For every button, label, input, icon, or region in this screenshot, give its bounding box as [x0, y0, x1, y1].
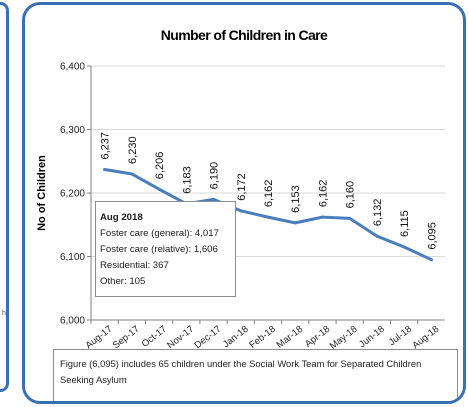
- y-tick-label: 6,300: [60, 125, 85, 136]
- x-tick-label: May-18: [328, 324, 360, 352]
- data-point: [348, 216, 352, 220]
- data-point: [375, 234, 379, 238]
- x-tick-label: Jul-18: [387, 324, 414, 349]
- chart-card: 6,000 6,100 6,200 6,300 6,400 No of Children A…: [22, 2, 466, 404]
- data-point: [157, 187, 161, 191]
- breakdown-title: Aug 2018: [100, 212, 143, 223]
- data-label: 6,153: [290, 185, 302, 213]
- left-panel-fragment: [0, 2, 9, 392]
- data-point: [402, 245, 406, 249]
- x-tick-label: Oct-17: [140, 324, 169, 350]
- data-label: 6,183: [181, 166, 193, 194]
- data-label: 6,190: [209, 162, 221, 190]
- left-panel-text: h: [2, 310, 6, 317]
- data-label: 6,115: [399, 210, 411, 237]
- footnote: Figure (6,095) includes 65 children unde…: [53, 349, 458, 401]
- data-label: 6,206: [154, 152, 166, 180]
- breakdown-item: Foster care (general): 4,017: [100, 228, 219, 239]
- data-point: [103, 168, 107, 172]
- data-point: [429, 258, 433, 262]
- data-point: [320, 215, 324, 219]
- x-tick-label: Feb-18: [247, 324, 277, 351]
- breakdown-box: Aug 2018 Foster care (general): 4,017 Fo…: [95, 201, 236, 297]
- data-label: 6,160: [345, 181, 357, 209]
- x-tick-label: Apr-18: [303, 324, 332, 350]
- data-label: 6,162: [317, 180, 329, 208]
- y-tick-label: 6,200: [60, 189, 85, 200]
- x-tick-label: Sep-17: [111, 324, 142, 352]
- data-point: [212, 197, 216, 201]
- x-tick-label: Aug-18: [410, 324, 441, 352]
- x-tick-label: Jan-18: [221, 324, 251, 351]
- chart-svg: 6,000 6,100 6,200 6,300 6,400 No of Children A…: [36, 62, 445, 352]
- data-point: [130, 172, 134, 176]
- breakdown-item: Residential: 367: [100, 260, 169, 271]
- data-label: 6,132: [372, 199, 384, 227]
- breakdown-item: Other: 105: [100, 276, 146, 287]
- x-tick-label: Jun-18: [357, 324, 387, 351]
- y-tick-label: 6,100: [60, 252, 85, 263]
- data-label: 6,162: [263, 180, 275, 208]
- data-point: [266, 215, 270, 219]
- data-label: 6,230: [127, 136, 139, 164]
- data-label: 6,237: [100, 132, 112, 160]
- chart-title: Number of Children in Care: [160, 27, 328, 43]
- x-tick-label: Dec-17: [192, 324, 223, 352]
- data-point: [239, 209, 243, 213]
- y-tick-label: 6,000: [60, 316, 85, 327]
- y-axis-label: No of Children: [36, 155, 48, 231]
- data-label: 6,172: [236, 173, 248, 201]
- x-tick-label: Mar-18: [275, 324, 305, 351]
- data-point: [293, 221, 297, 225]
- breakdown-item: Foster care (relative): 1,606: [100, 244, 218, 255]
- x-tick-label: Aug-17: [84, 324, 115, 352]
- x-tick-label: Nov-17: [165, 324, 196, 352]
- y-tick-label: 6,400: [60, 62, 85, 73]
- data-label: 6,095: [426, 222, 438, 250]
